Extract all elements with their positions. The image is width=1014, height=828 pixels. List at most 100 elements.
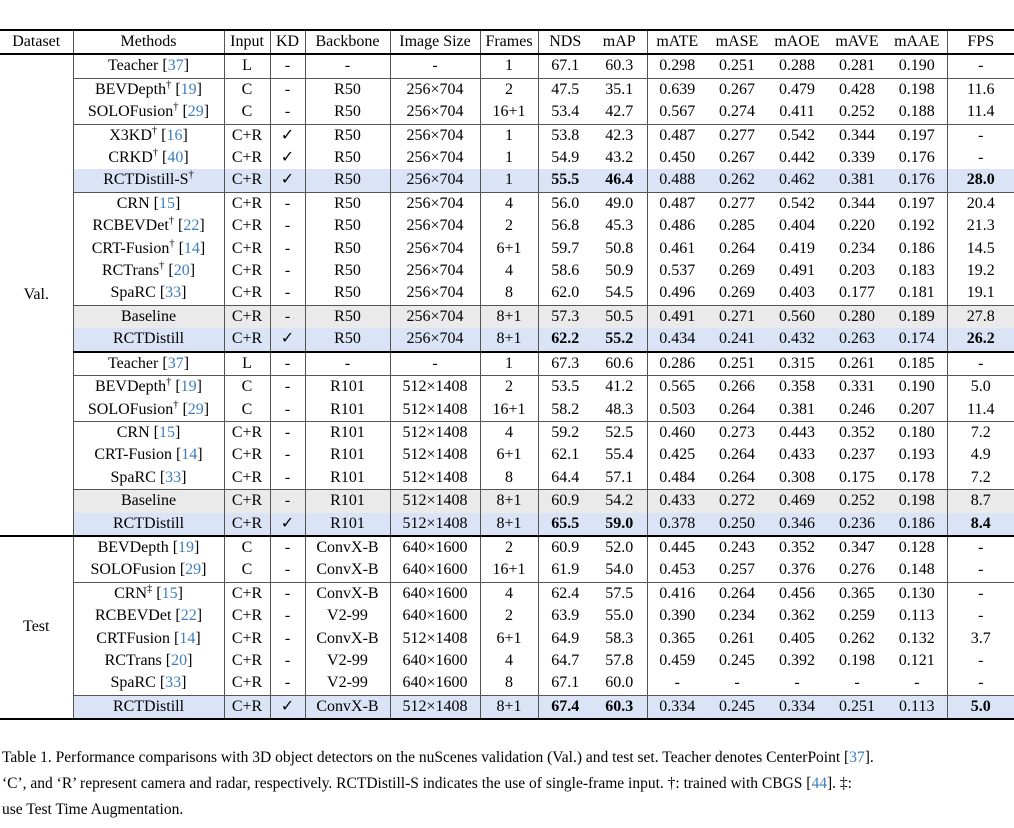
citation-link[interactable]: 29	[187, 103, 204, 121]
citation-link[interactable]: 14	[183, 239, 200, 257]
dataset-cell-test: Test	[0, 534, 74, 720]
cell-backbone: R50	[305, 191, 391, 216]
citation-link[interactable]: 20	[171, 651, 188, 669]
cell-map: 50.9	[592, 260, 648, 283]
cell-mate: 0.453	[659, 561, 696, 579]
method-cell: CRT-Fusion [14]	[73, 444, 225, 467]
citation-link[interactable]: 15	[158, 423, 175, 441]
cell-frames: 2	[480, 77, 539, 102]
table-row: Baseline C+R - R101 512×1408 8+1 60.9 54.2 0.433…	[0, 489, 1014, 513]
citation-link[interactable]: 33	[165, 284, 182, 302]
cell-fps: -	[978, 561, 984, 579]
method-superscript: †	[151, 125, 158, 137]
citation-link[interactable]: 37	[849, 749, 865, 767]
citation-link[interactable]: 15	[161, 584, 178, 602]
cell-maae: 0.189	[887, 304, 948, 329]
table-row: RCTrans† [20] C+R - R50 256×704 4 58.6 50.9 0.53…	[0, 260, 1014, 283]
citation-link[interactable]: 33	[165, 674, 182, 692]
cell-backbone: R50	[305, 215, 391, 238]
citation-link[interactable]: 19	[178, 538, 195, 556]
cell-nds: 53.5	[538, 375, 592, 399]
cell-mate: 0.298	[659, 57, 696, 75]
cell-mave: -	[854, 674, 860, 692]
cell-image-size: 256×704	[390, 123, 481, 148]
cell-input: C	[224, 559, 271, 583]
table-row: RCTDistill C+R ✓ R50 256×704 8+1 62.2 55.2 0.434…	[0, 328, 1014, 352]
cell-maoe: 0.392	[779, 651, 815, 669]
cell-fps: 5.0	[947, 375, 1014, 399]
citation-link[interactable]: 14	[179, 629, 196, 647]
cell-image-size: 640×1600	[390, 534, 481, 560]
method-superscript: †	[173, 101, 179, 113]
citation-link[interactable]: 16	[166, 126, 183, 144]
cell-fps: 11.6	[947, 77, 1014, 102]
citation-link[interactable]: 44	[811, 775, 827, 793]
col-header-methods: Methods	[73, 30, 225, 55]
cell-backbone: R50	[305, 147, 391, 170]
cell-fps: 8.7	[947, 489, 1014, 513]
cell-map: 54.2	[592, 489, 648, 513]
cell-map: 45.3	[592, 215, 648, 238]
cell-frames: 4	[480, 649, 539, 673]
cell-backbone: ConvX-B	[305, 559, 391, 583]
cell-mate: 0.334	[647, 694, 707, 720]
cell-maae: 0.181	[887, 282, 948, 306]
cell-fps: -	[978, 651, 984, 669]
cell-mave: 0.347	[827, 534, 887, 560]
cell-backbone: R50	[305, 101, 391, 125]
citation-link[interactable]: 19	[180, 80, 197, 98]
citation-link[interactable]: 37	[167, 57, 184, 75]
citation-link[interactable]: 40	[167, 149, 184, 167]
cell-mate: 0.460	[647, 420, 707, 445]
cell-frames: 1	[480, 350, 539, 376]
col-header-backbone: Backbone	[305, 30, 391, 55]
method-cell: RCTrans† [20]	[73, 260, 225, 283]
citation-link[interactable]: 22	[180, 607, 197, 625]
method-cell: CRN [15]	[73, 191, 225, 216]
cell-maae: 0.130	[887, 581, 948, 606]
cell-input: C	[224, 398, 271, 422]
citation-link[interactable]: 33	[165, 468, 182, 486]
cell-mave: 0.237	[839, 446, 875, 464]
citation-link[interactable]: 19	[180, 378, 197, 396]
citation-link[interactable]: 14	[181, 446, 198, 464]
method-cell: RCBEVDet [22]	[73, 605, 225, 628]
cell-frames: 8+1	[480, 694, 539, 720]
cell-input: C+R	[224, 260, 271, 283]
cell-image-size: 256×704	[390, 147, 481, 170]
table-caption: Table 1. Performance comparisons with 3D…	[2, 745, 1012, 823]
cell-backbone: R101	[305, 489, 391, 513]
cell-maae: 0.192	[887, 215, 948, 238]
cell-kd: -	[270, 581, 306, 606]
cell-kd: -	[270, 237, 306, 261]
citation-link[interactable]: 15	[158, 194, 175, 212]
cell-input: L	[224, 350, 271, 376]
cell-kd: -	[270, 627, 306, 650]
method-cell: BEVDepth† [19]	[73, 375, 225, 399]
citation-link[interactable]: 29	[185, 561, 202, 579]
cell-backbone: R50	[305, 169, 391, 193]
cell-frames: 16+1	[480, 101, 539, 125]
cell-mave: 0.252	[827, 489, 887, 513]
cell-kd: -	[270, 282, 306, 306]
cell-kd: ✓	[270, 694, 306, 720]
citation-link[interactable]: 29	[187, 400, 204, 418]
citation-link[interactable]: 22	[183, 217, 200, 235]
cell-mase: 0.261	[719, 629, 755, 647]
cell-image-size: 256×704	[390, 191, 481, 216]
table-row: CRN‡ [15] C+R - ConvX-B 640×1600 4 62.4 57.5 0.4…	[0, 581, 1014, 606]
citation-link[interactable]: 37	[167, 354, 184, 372]
cell-mate: 0.459	[659, 651, 696, 669]
cell-mave: 0.234	[839, 239, 875, 257]
table-row: Test BEVDepth [19] C - ConvX-B 640×1600 2 60.9 5…	[0, 534, 1014, 720]
cell-frames: 8	[480, 282, 539, 306]
method-cell: SpaRC [33]	[73, 466, 225, 490]
cell-kd: -	[270, 375, 306, 399]
cell-fps: 7.2	[970, 468, 991, 486]
citation-link[interactable]: 20	[173, 262, 190, 280]
cell-kd: -	[270, 466, 306, 490]
cell-image-size: 640×1600	[390, 559, 481, 583]
cell-image-size: -	[390, 350, 481, 376]
cell-mase: 0.269	[719, 262, 755, 280]
cell-mase: 0.241	[707, 328, 767, 352]
